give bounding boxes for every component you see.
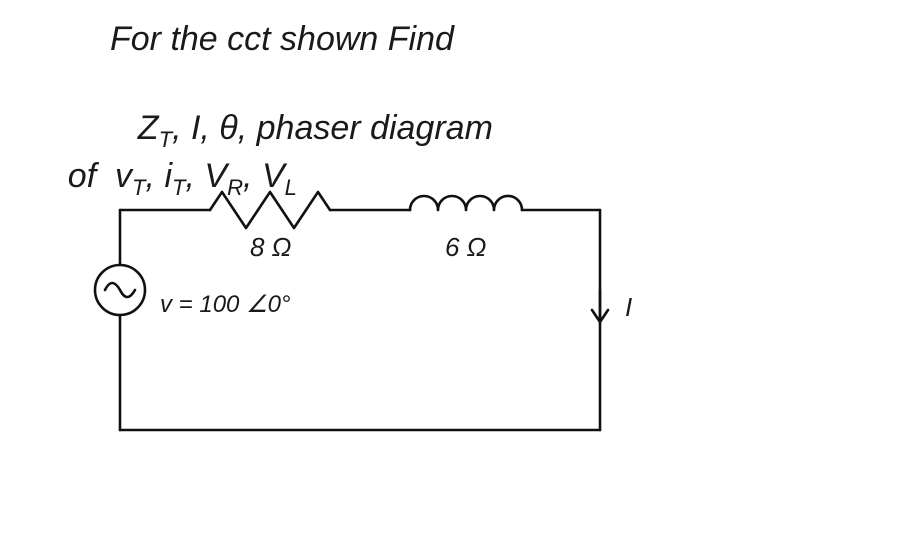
current-label: I: [625, 292, 632, 323]
current-arrow: [592, 290, 608, 322]
page: For the cct shown Find ZT, I, θ, phaser …: [0, 0, 904, 542]
inductor-label: 6 Ω: [445, 232, 486, 263]
resistor-label: 8 Ω: [250, 232, 291, 263]
source-label: v = 100 ∠0°: [160, 290, 291, 319]
problem-line-1: For the cct shown Find: [110, 20, 454, 59]
circuit-diagram: [60, 170, 680, 500]
